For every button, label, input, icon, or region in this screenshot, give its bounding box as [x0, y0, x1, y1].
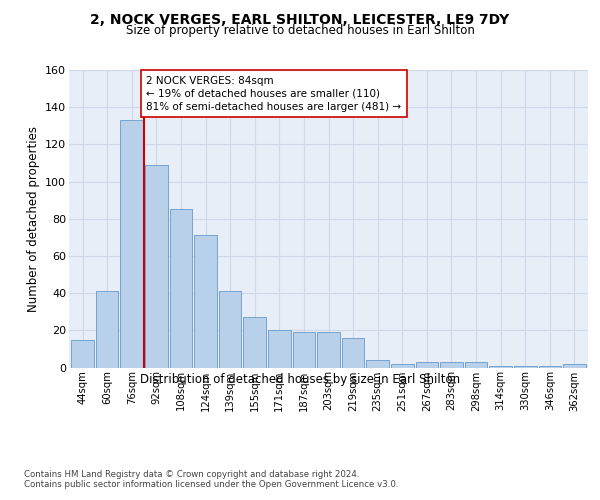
Bar — [96, 292, 118, 368]
Bar — [563, 364, 586, 368]
Bar — [244, 318, 266, 368]
Bar — [416, 362, 438, 368]
Text: Distribution of detached houses by size in Earl Shilton: Distribution of detached houses by size … — [140, 372, 460, 386]
Bar — [367, 360, 389, 368]
Bar — [170, 210, 192, 368]
Bar — [71, 340, 94, 367]
Bar — [465, 362, 487, 368]
Bar — [194, 236, 217, 368]
Bar — [145, 165, 167, 368]
Bar — [490, 366, 512, 368]
Y-axis label: Number of detached properties: Number of detached properties — [26, 126, 40, 312]
Bar — [317, 332, 340, 368]
Bar — [539, 366, 561, 368]
Bar — [391, 364, 413, 368]
Text: Size of property relative to detached houses in Earl Shilton: Size of property relative to detached ho… — [125, 24, 475, 37]
Bar — [219, 292, 241, 368]
Bar — [342, 338, 364, 368]
Bar — [293, 332, 315, 368]
Text: 2, NOCK VERGES, EARL SHILTON, LEICESTER, LE9 7DY: 2, NOCK VERGES, EARL SHILTON, LEICESTER,… — [91, 12, 509, 26]
Bar — [268, 330, 290, 368]
Text: Contains public sector information licensed under the Open Government Licence v3: Contains public sector information licen… — [24, 480, 398, 489]
Bar — [440, 362, 463, 368]
Bar — [514, 366, 536, 368]
Text: Contains HM Land Registry data © Crown copyright and database right 2024.: Contains HM Land Registry data © Crown c… — [24, 470, 359, 479]
Bar — [121, 120, 143, 368]
Text: 2 NOCK VERGES: 84sqm
← 19% of detached houses are smaller (110)
81% of semi-deta: 2 NOCK VERGES: 84sqm ← 19% of detached h… — [146, 76, 401, 112]
